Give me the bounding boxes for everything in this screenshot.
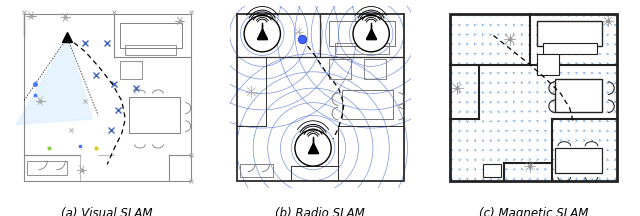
Bar: [543, 43, 597, 54]
Bar: [120, 23, 182, 48]
Bar: [120, 61, 141, 79]
Bar: [125, 44, 176, 56]
Bar: [483, 164, 500, 177]
Bar: [556, 148, 602, 173]
Bar: [342, 90, 393, 119]
Bar: [330, 21, 395, 46]
Circle shape: [244, 16, 280, 52]
Bar: [129, 97, 180, 133]
Circle shape: [353, 16, 389, 52]
Text: (c) Magnetic SLAM: (c) Magnetic SLAM: [479, 207, 588, 216]
Polygon shape: [17, 37, 93, 124]
Bar: [537, 54, 559, 75]
Bar: [335, 43, 389, 54]
Circle shape: [295, 130, 332, 166]
Bar: [28, 161, 67, 175]
Bar: [556, 79, 602, 112]
Bar: [364, 59, 386, 79]
Bar: [537, 21, 602, 46]
Bar: [241, 164, 273, 177]
Text: (a) Visual SLAM: (a) Visual SLAM: [61, 207, 153, 216]
Text: (b) Radio SLAM: (b) Radio SLAM: [275, 207, 365, 216]
Bar: [330, 59, 351, 79]
